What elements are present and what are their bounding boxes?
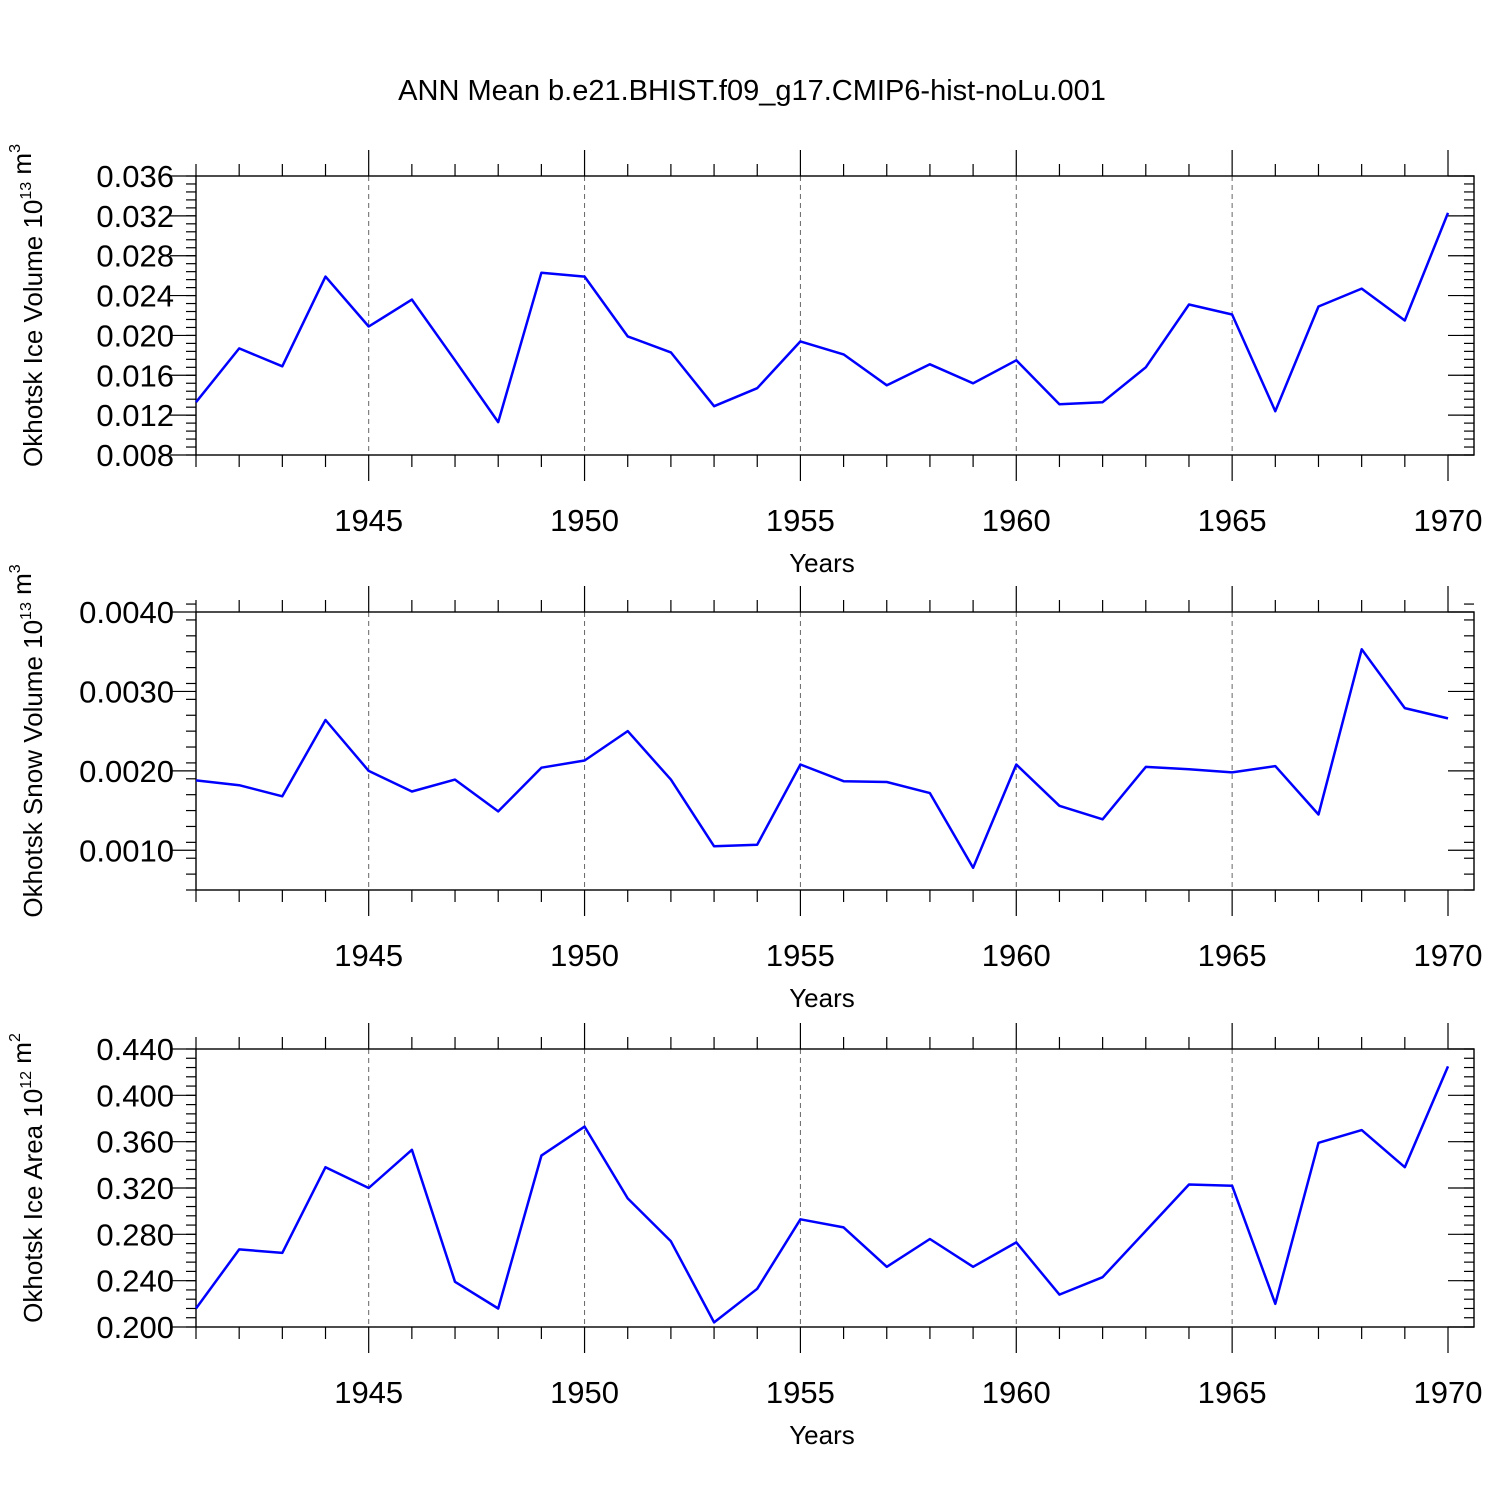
y-tick-label: 0.020 [96,318,174,353]
panel-1: 1945 1950 1955 1960 1965 1970 Years 0.008 0.012 0… [7,144,1482,578]
x-tick-label: 1965 [1198,503,1267,538]
plot-frame [195,1048,1475,1328]
y-tick-label: 0.012 [96,398,174,433]
y-tick-label: 0.280 [96,1217,174,1252]
x-tick-label: 1970 [1414,1375,1483,1410]
y-tick-label: 0.200 [96,1310,174,1345]
series-line [194,1065,1450,1324]
y-axis-label: Okhotsk Snow Volume 1013 m3 [7,564,48,917]
x-tick-label: 1970 [1414,938,1483,973]
x-tick-label: 1950 [550,503,619,538]
x-tick-label: 1945 [334,1375,403,1410]
x-tick-label: 1970 [1414,503,1483,538]
y-tick-label: 0.008 [96,438,174,473]
y-tick-label: 0.440 [96,1032,174,1067]
x-tick-label: 1960 [982,503,1051,538]
x-tick-label: 1960 [982,1375,1051,1410]
y-tick-label: 0.400 [96,1078,174,1113]
series-line [195,212,1450,424]
panel-2: 1945 1950 1955 1960 1965 1970 Years 0.0010 0.002… [7,564,1482,1013]
x-tick-label: 1950 [550,1375,619,1410]
y-axis-label: Okhotsk Ice Volume 1013 m3 [7,144,48,467]
x-tick-label: 1955 [766,1375,835,1410]
y-tick-label: 0.016 [96,358,174,393]
series-line [195,648,1449,870]
x-tick-label: 1955 [766,503,835,538]
x-axis-label: Years [789,548,855,578]
x-tick-label: 1965 [1198,1375,1267,1410]
x-tick-label: 1945 [334,503,403,538]
panels: 1945 1950 1955 1960 1965 1970 Years 0.008 0.012 0… [7,144,1482,1450]
y-axis-label: Okhotsk Ice Area 1012 m2 [7,1033,48,1323]
y-tick-label: 0.0020 [79,754,174,789]
panel-3: 1945 1950 1955 1960 1965 1970 Years 0.200 0.240 0… [7,1023,1482,1450]
y-tick-label: 0.320 [96,1171,174,1206]
y-tick-label: 0.032 [96,199,174,234]
y-tick-label: 0.036 [96,159,174,194]
x-tick-label: 1965 [1198,938,1267,973]
x-tick-label: 1960 [982,938,1051,973]
plot-frame [195,611,1475,891]
plot-frame [195,175,1475,456]
x-axis-label: Years [789,983,855,1013]
y-tick-label: 0.0010 [79,833,174,868]
x-tick-label: 1945 [334,938,403,973]
x-axis-label: Years [789,1420,855,1450]
y-tick-label: 0.0040 [79,595,174,630]
y-tick-label: 0.024 [96,279,174,314]
y-tick-label: 0.360 [96,1125,174,1160]
y-tick-label: 0.028 [96,239,174,274]
x-tick-label: 1950 [550,938,619,973]
y-tick-label: 0.240 [96,1264,174,1299]
figure-title: ANN Mean b.e21.BHIST.f09_g17.CMIP6-hist-… [398,75,1106,107]
y-tick-label: 0.0030 [79,674,174,709]
x-tick-label: 1955 [766,938,835,973]
